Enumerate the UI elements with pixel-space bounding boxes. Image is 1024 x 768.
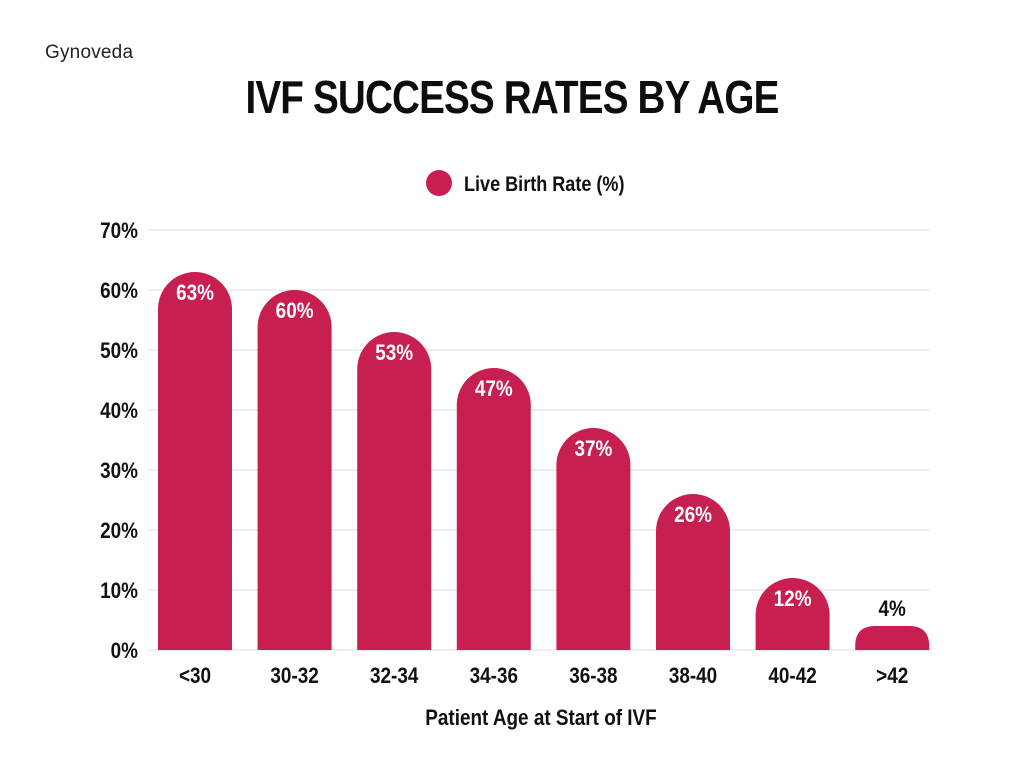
x-tick-label: 40-42 xyxy=(768,664,816,689)
brand-logo: Gynoveda xyxy=(45,42,134,63)
bar-value-label: 47% xyxy=(475,377,513,402)
bar-8 xyxy=(855,626,930,650)
bar-value-label: 26% xyxy=(674,503,712,528)
x-tick-label: 38-40 xyxy=(669,664,717,689)
x-tick-label: 32-34 xyxy=(370,664,419,689)
bar-value-label: 12% xyxy=(774,587,812,612)
bar-value-label: 4% xyxy=(879,597,906,622)
legend: Live Birth Rate (%) xyxy=(426,170,625,196)
y-tick-label: 30% xyxy=(100,459,138,484)
bar-4 xyxy=(456,368,531,650)
bar-value-label: 37% xyxy=(574,437,612,462)
bar-2 xyxy=(257,290,332,650)
bar-value-label: 60% xyxy=(276,299,314,324)
bar-1 xyxy=(158,272,232,650)
x-tick-label: <30 xyxy=(179,664,211,689)
legend-label: Live Birth Rate (%) xyxy=(464,173,625,197)
y-tick-label: 50% xyxy=(100,339,138,364)
legend-swatch xyxy=(426,170,452,196)
bar-value-label: 63% xyxy=(176,281,214,306)
bar-7 xyxy=(755,578,830,650)
bar-value-label: 53% xyxy=(375,341,413,366)
y-tick-label: 20% xyxy=(100,519,138,544)
y-tick-label: 60% xyxy=(100,279,138,304)
x-tick-label: 30-32 xyxy=(270,664,318,689)
y-tick-label: 40% xyxy=(100,399,138,424)
y-axis: 0% 10% 20% 30% 40% 50% 60% 70% xyxy=(100,219,138,664)
x-tick-label: >42 xyxy=(876,664,908,689)
x-tick-label: 36-38 xyxy=(569,664,617,689)
bars: 63% 60% 53% 47% 37% 26% 12% 4% xyxy=(158,272,930,650)
bar-6 xyxy=(656,494,730,650)
y-tick-label: 0% xyxy=(111,639,138,664)
chart-title: IVF SUCCESS RATES BY AGE xyxy=(245,71,779,123)
bar-3 xyxy=(357,332,432,650)
x-axis: <30 30-32 32-34 34-36 36-38 38-40 40-42 >42 xyxy=(179,664,908,689)
y-tick-label: 10% xyxy=(100,579,138,604)
x-tick-label: 34-36 xyxy=(470,664,518,689)
x-axis-label: Patient Age at Start of IVF xyxy=(425,706,656,731)
bar-5 xyxy=(556,428,631,650)
y-tick-label: 70% xyxy=(100,219,138,244)
